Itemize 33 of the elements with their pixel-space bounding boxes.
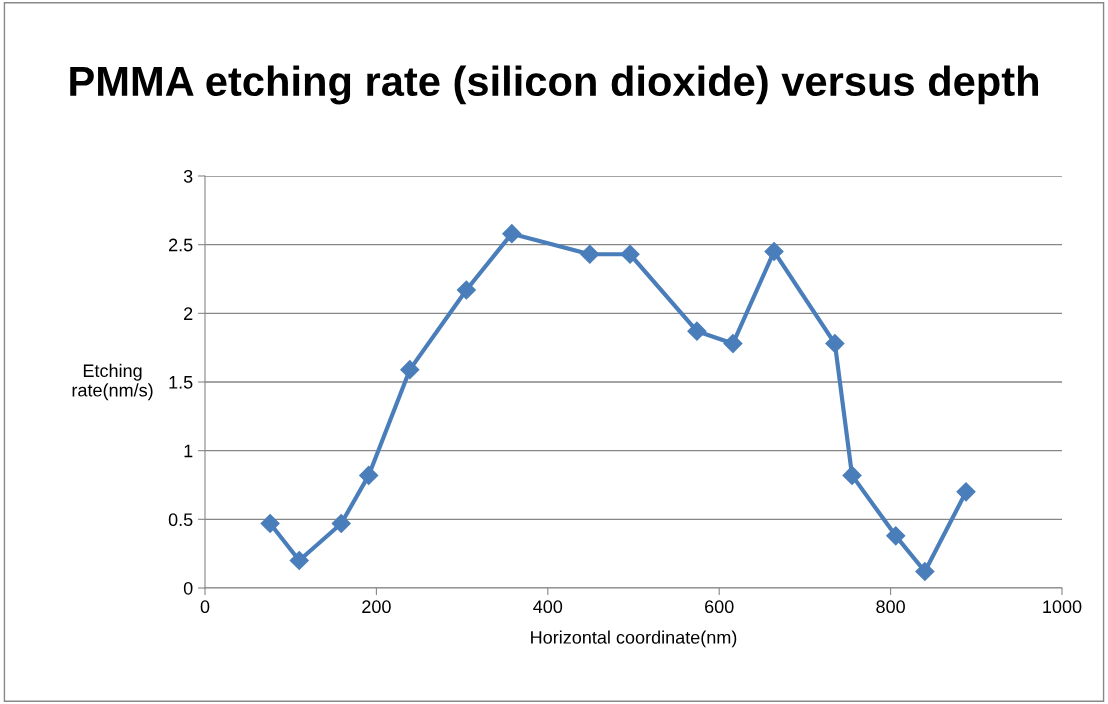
x-tick-label: 0 xyxy=(200,600,210,614)
y-tick-label: 1 xyxy=(184,444,193,458)
point xyxy=(289,550,309,571)
point xyxy=(456,280,476,300)
x-tick-label: 800 xyxy=(876,600,905,614)
point xyxy=(400,360,420,380)
y-tick-label: 0 xyxy=(183,581,193,595)
point xyxy=(359,465,379,485)
y-axis-title: Etching rate(nm/s) xyxy=(72,363,153,401)
y-tick-label: 3 xyxy=(183,169,193,183)
point xyxy=(260,513,280,533)
point xyxy=(886,526,906,546)
x-tick-label: 1000 xyxy=(1043,600,1082,614)
x-axis-title: Horizontal coordinate(nm) xyxy=(531,630,737,648)
y-tick-label: 1.5 xyxy=(169,376,193,389)
point xyxy=(620,244,640,264)
point xyxy=(915,561,935,582)
y-tick-label: 2.5 xyxy=(169,238,193,252)
point xyxy=(764,241,784,262)
point xyxy=(842,465,862,485)
point xyxy=(723,334,743,354)
point xyxy=(956,482,976,502)
y-tick-label: 0.5 xyxy=(168,513,193,527)
x-tick-label: 200 xyxy=(362,600,391,614)
y-tick-label: 2 xyxy=(184,307,193,320)
point xyxy=(687,321,707,341)
x-tick-label: 600 xyxy=(705,600,734,614)
point xyxy=(502,224,522,244)
x-tick-label: 400 xyxy=(533,600,563,614)
point xyxy=(331,513,351,533)
point xyxy=(580,244,600,264)
chart-title: PMMA etching rate (silicon dioxide) versus depth xyxy=(70,65,1039,105)
point xyxy=(825,334,845,354)
